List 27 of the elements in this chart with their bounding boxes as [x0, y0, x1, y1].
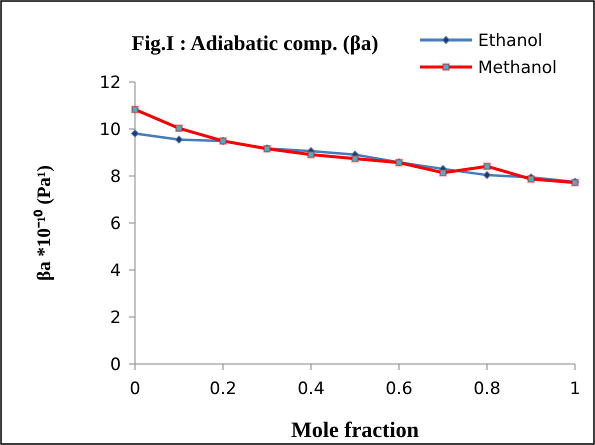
- point: [175, 124, 183, 132]
- point: [307, 150, 315, 158]
- y-tick-label: 0: [110, 354, 121, 375]
- y-tick-label: 4: [110, 260, 121, 281]
- y-tick-label: 12: [99, 72, 121, 93]
- y-tick-label: 6: [110, 214, 121, 234]
- point: [351, 154, 359, 162]
- y-tick-label: 8: [110, 166, 121, 187]
- point: [131, 106, 139, 114]
- chart-title: Fig.I : Adiabatic comp. (βa): [132, 31, 378, 55]
- y-tick-label: 2: [110, 308, 121, 328]
- legend-label: Methanol: [478, 58, 557, 78]
- point: [131, 129, 139, 138]
- x-tick-label: 0.4: [297, 379, 325, 399]
- x-tick-label: 0.6: [385, 379, 413, 399]
- x-tick-label: 1: [570, 379, 580, 399]
- x-tick-label: 0.2: [209, 379, 237, 399]
- y-tick-label: 10: [99, 120, 121, 140]
- point: [175, 136, 183, 144]
- point: [483, 171, 491, 180]
- point: [439, 168, 447, 176]
- y-axis-title: βa *10⁻¹⁰ (Pa¹): [33, 165, 55, 281]
- legend-label: Ethanol: [478, 30, 542, 51]
- point: [483, 162, 491, 170]
- x-tick-label: 0.8: [473, 379, 501, 399]
- x-tick-label: 0: [130, 379, 140, 399]
- x-axis-title: Mole fraction: [291, 417, 419, 442]
